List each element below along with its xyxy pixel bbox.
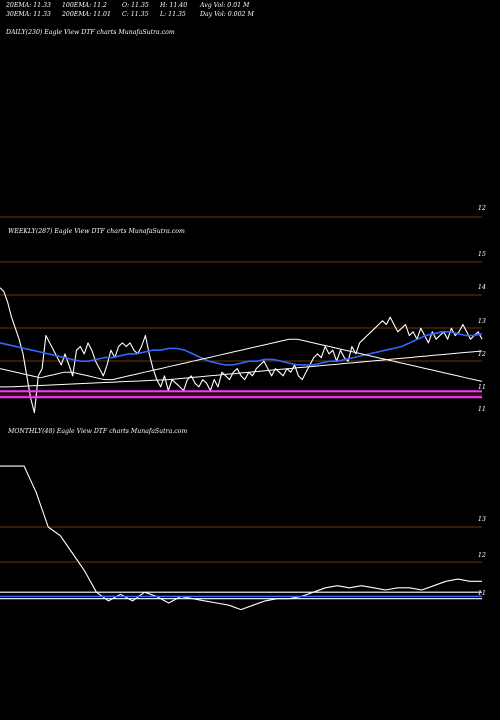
avg-vol-label: Avg Vol: 0.01 M (200, 2, 250, 9)
weekly-series-line-2 (0, 338, 483, 382)
weekly-tick-label: 12 (477, 350, 486, 358)
day-vol-label: Day Vol: 0.002 M (200, 11, 254, 18)
close-label: C: 11.35 (122, 11, 149, 18)
weekly-tick-label: 14 (477, 283, 486, 291)
daily-tick-label: 12 (477, 204, 486, 212)
monthly-panel-title: MONTHLY(48) Eagle View DTF charts Munafa… (8, 428, 188, 435)
weekly-tick-label: 15 (477, 250, 486, 258)
ema20-label: 20EMA: 11.33 (6, 2, 51, 9)
daily-panel-title: DAILY(230) Eagle View DTF charts MunafaS… (6, 29, 175, 36)
weekly-tick-label: 11 (477, 383, 486, 391)
weekly-series-line-1 (0, 330, 483, 366)
weekly-tick-label: 13 (477, 317, 486, 325)
monthly-tick-label: 11 (477, 589, 486, 597)
monthly-tick-label: 13 (477, 515, 486, 523)
high-label: H: 11.40 (160, 2, 188, 9)
ema100-label: 100EMA: 11.2 (62, 2, 107, 9)
ema200-label: 200EMA: 11.01 (62, 11, 111, 18)
ema30-label: 30EMA: 11.33 (6, 11, 51, 18)
weekly-series-line-3 (0, 350, 483, 388)
monthly-tick-label: 12 (477, 551, 486, 559)
weekly-tick-label: 11 (477, 405, 486, 413)
open-label: O: 11.35 (122, 2, 149, 9)
weekly-panel-title: WEEKLY(287) Eagle View DTF charts Munafa… (8, 228, 185, 235)
weekly-series-line-0 (0, 287, 483, 414)
monthly-series-line-0 (0, 465, 482, 611)
low-label: L: 11.35 (160, 11, 186, 18)
